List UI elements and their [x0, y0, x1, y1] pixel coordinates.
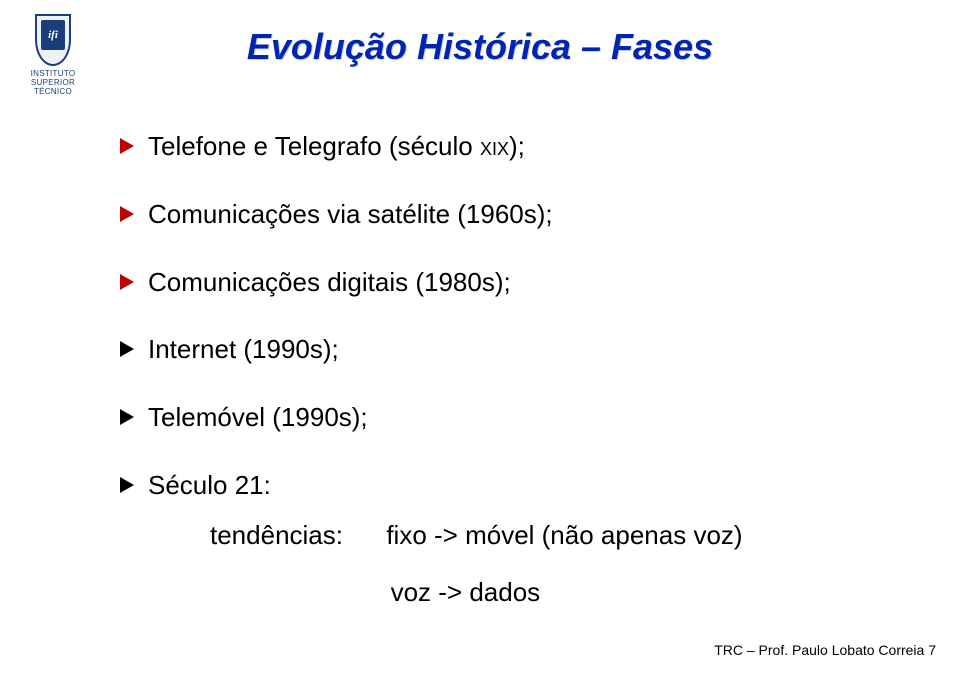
bullet-text: Telemóvel (1990s); [148, 402, 368, 432]
bullet-text: Comunicações digitais (1980s); [148, 267, 511, 297]
bullet-text: Telefone e Telegrafo (século xix); [148, 131, 525, 161]
bullet-3: Comunicações digitais (1980s); [120, 266, 900, 300]
bullet-text: Século 21: [148, 470, 271, 500]
bullet-text: Internet (1990s); [148, 334, 339, 364]
slide-footer: TRC – Prof. Paulo Lobato Correia 7 [714, 642, 936, 658]
bullet-4: Internet (1990s); [120, 333, 900, 367]
sub-line-2: voz -> dados [210, 564, 900, 621]
bullet-5: Telemóvel (1990s); [120, 401, 900, 435]
slide-title: Evolução Histórica – Fases [0, 26, 960, 68]
bullet-6: Século 21: [120, 469, 900, 503]
sub-line-1: tendências: fixo -> móvel (não apenas vo… [210, 507, 900, 564]
bullet-1: Telefone e Telegrafo (século xix); [120, 130, 900, 164]
bullet-text: Comunicações via satélite (1960s); [148, 199, 553, 229]
bullet-2: Comunicações via satélite (1960s); [120, 198, 900, 232]
sub-block: tendências: fixo -> móvel (não apenas vo… [210, 507, 900, 621]
logo-line3: TÉCNICO [18, 88, 88, 97]
slide-content: Telefone e Telegrafo (século xix); Comun… [120, 130, 900, 621]
